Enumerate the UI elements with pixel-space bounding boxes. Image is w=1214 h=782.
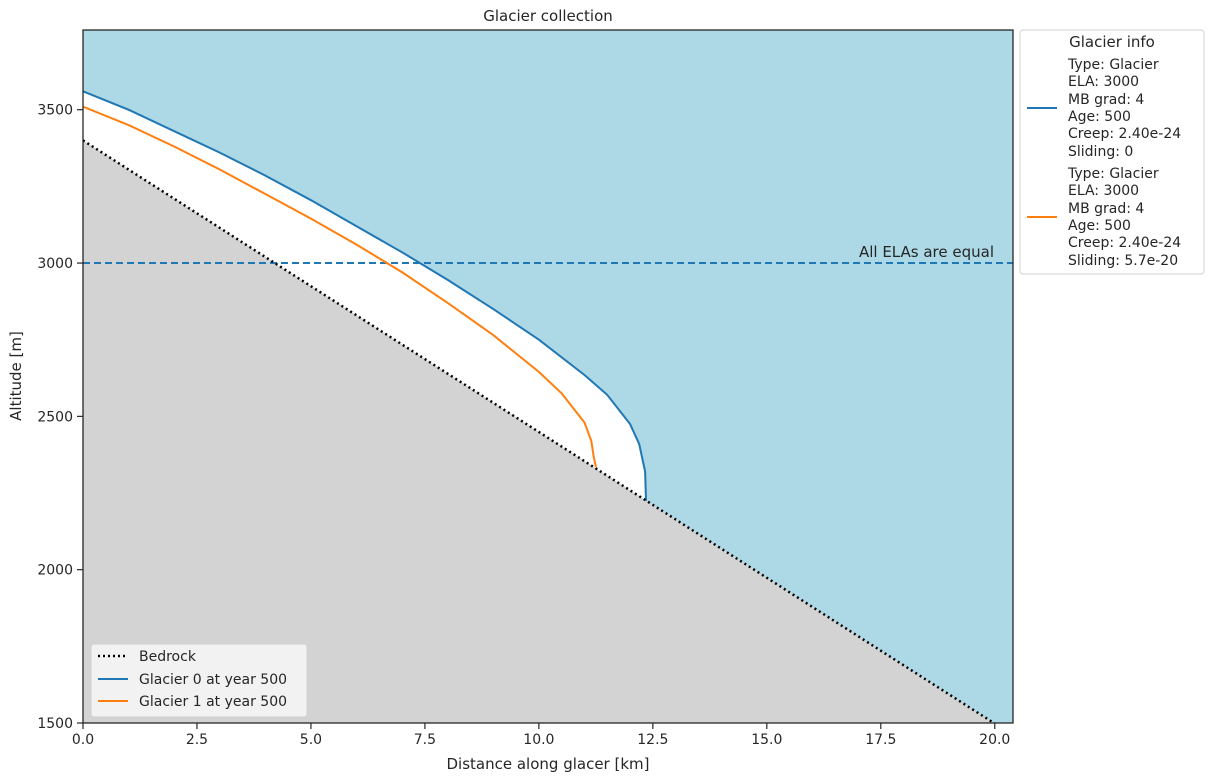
legend-glacier-0-label: Glacier 0 at year 500 bbox=[139, 672, 287, 688]
legend-glacier-info: Glacier info Type: Glacier ELA: 3000 MB … bbox=[1019, 29, 1205, 275]
info-0-line-3: Age: 500 bbox=[1068, 109, 1131, 125]
legend-glacier-1-label: Glacier 1 at year 500 bbox=[139, 694, 287, 710]
x-tick-label: 17.5 bbox=[865, 732, 896, 748]
legend-bedrock-label: Bedrock bbox=[139, 649, 197, 665]
y-tick-label: 2500 bbox=[37, 409, 73, 425]
bedrock-fill bbox=[83, 140, 994, 723]
legend-series-box bbox=[90, 643, 308, 718]
glacier-1-ice-fill bbox=[83, 106, 596, 469]
info-1-line-5: Sliding: 5.7e-20 bbox=[1068, 253, 1178, 269]
plot-area bbox=[83, 30, 1013, 723]
info-0-line-1: ELA: 3000 bbox=[1068, 74, 1139, 90]
plot-frame bbox=[82, 29, 1014, 724]
y-axis: 1500 2000 2500 3000 3500 bbox=[37, 103, 83, 732]
glacier-0-line bbox=[83, 90, 648, 501]
info-1-line-0: Type: Glacier bbox=[1067, 166, 1159, 182]
x-tick-label: 20.0 bbox=[979, 732, 1010, 748]
x-tick-label: 2.5 bbox=[186, 732, 208, 748]
x-tick-label: 5.0 bbox=[300, 732, 322, 748]
chart-title: Glacier collection bbox=[483, 7, 613, 25]
info-1-line-2: MB grad: 4 bbox=[1068, 201, 1144, 217]
legend-info-title: Glacier info bbox=[1069, 33, 1155, 51]
info-0-line-4: Creep: 2.40e-24 bbox=[1068, 126, 1181, 142]
glacier-1-line bbox=[83, 105, 597, 468]
info-0-line-0: Type: Glacier bbox=[1067, 57, 1159, 73]
x-axis: 0.0 2.5 5.0 7.5 10.0 12.5 15.0 17.5 20.0 bbox=[72, 723, 1010, 748]
y-tick-label: 3500 bbox=[37, 103, 73, 119]
ela-annotation: All ELAs are equal bbox=[859, 243, 994, 261]
x-tick-label: 15.0 bbox=[751, 732, 782, 748]
y-tick-label: 2000 bbox=[37, 563, 73, 579]
legend-info-entry-1: Type: Glacier ELA: 3000 MB grad: 4 Age: … bbox=[1067, 166, 1181, 269]
x-tick-label: 12.5 bbox=[637, 732, 668, 748]
bedrock-line bbox=[83, 139, 997, 723]
x-axis-label: Distance along glacer [km] bbox=[447, 755, 650, 773]
x-tick-label: 7.5 bbox=[414, 732, 436, 748]
y-tick-label: 1500 bbox=[37, 716, 73, 732]
legend-info-box bbox=[1019, 29, 1205, 275]
x-tick-label: 10.0 bbox=[523, 732, 554, 748]
info-1-line-1: ELA: 3000 bbox=[1068, 183, 1139, 199]
y-tick-label: 3000 bbox=[37, 256, 73, 272]
info-1-line-4: Creep: 2.40e-24 bbox=[1068, 235, 1181, 251]
y-axis-label: Altitude [m] bbox=[7, 331, 25, 421]
legend-info-entry-0: Type: Glacier ELA: 3000 MB grad: 4 Age: … bbox=[1067, 57, 1181, 160]
legend-series: Bedrock Glacier 0 at year 500 Glacier 1 … bbox=[90, 643, 308, 718]
info-0-line-2: MB grad: 4 bbox=[1068, 92, 1144, 108]
info-0-line-5: Sliding: 0 bbox=[1068, 144, 1133, 160]
x-tick-label: 0.0 bbox=[72, 732, 94, 748]
info-1-line-3: Age: 500 bbox=[1068, 218, 1131, 234]
